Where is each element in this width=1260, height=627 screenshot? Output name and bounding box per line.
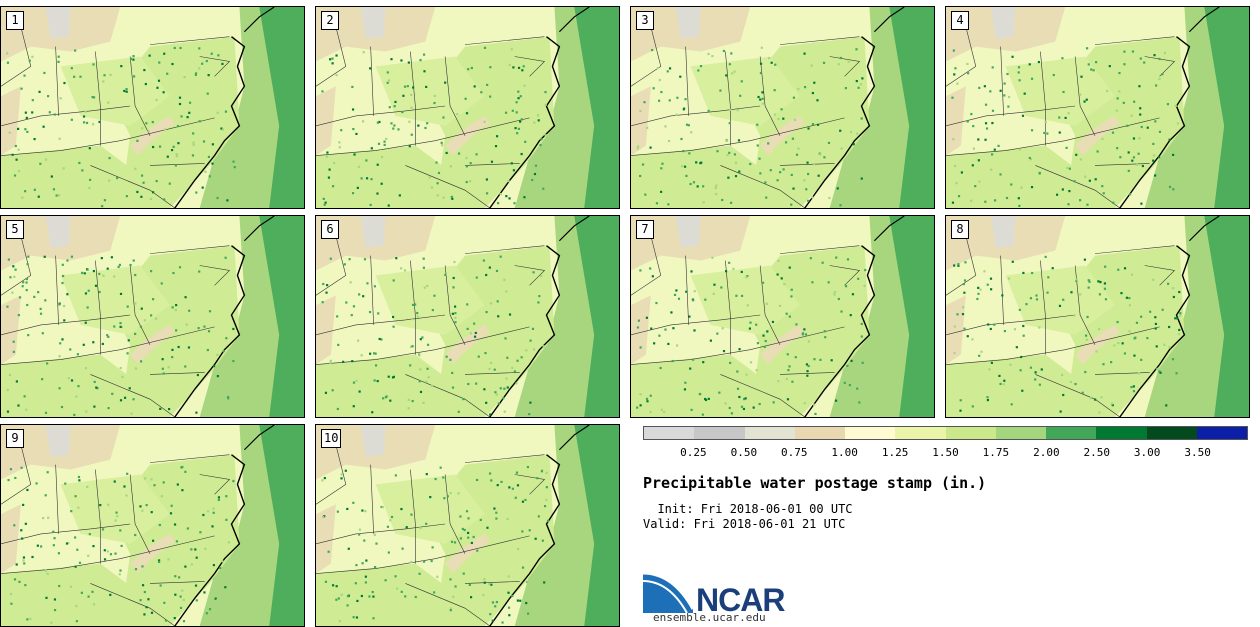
member-number-label: 1 xyxy=(6,11,24,30)
colorbar-tick-label: 3.50 xyxy=(1184,446,1211,459)
map-panel: 2 xyxy=(315,6,620,209)
map-panel: 5 xyxy=(0,215,305,418)
website-url[interactable]: ensemble.ucar.edu xyxy=(653,611,766,624)
colorbar-swatch xyxy=(945,427,996,439)
colorbar-swatch xyxy=(694,427,745,439)
colorbar-swatch xyxy=(1096,427,1147,439)
member-number-label: 3 xyxy=(636,11,654,30)
colorbar-swatch xyxy=(794,427,845,439)
map-panel: 6 xyxy=(315,215,620,418)
map-panel: 9 xyxy=(0,424,305,627)
member-number-label: 7 xyxy=(636,220,654,239)
colorbar-tick-label: 1.25 xyxy=(881,446,909,459)
precipitable-water-map xyxy=(1,7,304,208)
map-panel: 8 xyxy=(945,215,1250,418)
colorbar-swatch xyxy=(845,427,896,439)
map-panel: 7 xyxy=(630,215,935,418)
colorbar-swatch xyxy=(644,427,695,439)
precipitable-water-map xyxy=(631,7,934,208)
colorbar-swatch xyxy=(995,427,1046,439)
precipitable-water-map xyxy=(316,7,619,208)
init-time: Init: Fri 2018-06-01 00 UTC xyxy=(643,502,853,516)
colorbar-swatch xyxy=(1196,427,1247,439)
ncar-logo-icon xyxy=(643,571,695,613)
colorbar-tick-label: 1.75 xyxy=(982,446,1010,459)
precipitable-water-map xyxy=(1,425,304,626)
precipitable-water-map xyxy=(946,7,1249,208)
precipitable-water-map xyxy=(316,425,619,626)
colorbar-tick-label: 2.50 xyxy=(1083,446,1111,459)
colorbar-tick-label: 3.00 xyxy=(1133,446,1161,459)
colorbar-tick-label: 2.00 xyxy=(1033,446,1060,459)
colorbar-tick-label: 0.25 xyxy=(680,446,707,459)
map-panel: 1 xyxy=(0,6,305,209)
member-number-label: 8 xyxy=(951,220,969,239)
member-number-label: 6 xyxy=(321,220,339,239)
map-panel: 4 xyxy=(945,6,1250,209)
ncar-logo-text: NCAR xyxy=(696,582,785,618)
member-number-label: 2 xyxy=(321,11,339,30)
precipitable-water-map xyxy=(1,216,304,417)
valid-time: Valid: Fri 2018-06-01 21 UTC xyxy=(643,517,846,531)
member-number-label: 10 xyxy=(321,429,342,448)
precipitable-water-map xyxy=(946,216,1249,417)
member-number-label: 5 xyxy=(6,220,24,239)
precipitable-water-map xyxy=(316,216,619,417)
member-number-label: 4 xyxy=(951,11,969,30)
colorbar-tick-label: 0.75 xyxy=(781,446,808,459)
colorbar-tick-label: 0.50 xyxy=(730,446,758,459)
colorbar-tick-label: 1.50 xyxy=(932,446,959,459)
colorbar-swatch xyxy=(895,427,946,439)
chart-title: Precipitable water postage stamp (in.) xyxy=(643,474,987,492)
precipitable-water-map xyxy=(631,216,934,417)
member-number-label: 9 xyxy=(6,429,24,448)
colorbar-swatch xyxy=(1046,427,1097,439)
colorbar xyxy=(643,426,1248,440)
colorbar-swatch xyxy=(744,427,795,439)
map-panel: 10 xyxy=(315,424,620,627)
map-panel: 3 xyxy=(630,6,935,209)
colorbar-tick-label: 1.00 xyxy=(831,446,858,459)
colorbar-swatch xyxy=(1146,427,1197,439)
